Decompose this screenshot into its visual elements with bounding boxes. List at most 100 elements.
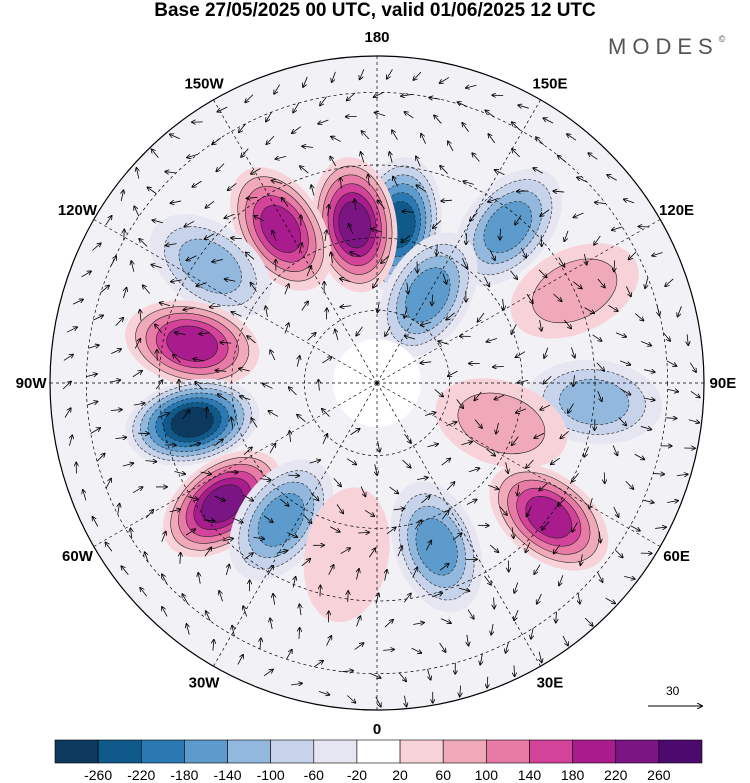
- wind-arrow: [562, 635, 568, 646]
- wind-arrow: [83, 490, 87, 501]
- wind-arrow: [147, 187, 157, 195]
- wind-arrow: [613, 506, 619, 517]
- wind-arrow: [493, 366, 504, 367]
- wind-arrow: [665, 278, 674, 286]
- wind-arrow: [614, 549, 623, 558]
- wind-arrow: [573, 212, 584, 217]
- wind-arrow: [516, 408, 527, 413]
- wind-arrow: [588, 153, 598, 160]
- anomaly-center: [149, 214, 272, 319]
- colorbar-swatch: [184, 739, 228, 764]
- wind-arrow: [577, 177, 588, 183]
- wind-arrow: [270, 618, 272, 630]
- wind-arrow: [203, 520, 215, 521]
- wind-arrow: [212, 259, 223, 262]
- wind-arrow: [170, 201, 182, 203]
- reference-vector-label: 30: [666, 684, 680, 698]
- wind-arrow: [204, 547, 211, 557]
- wind-arrow: [189, 443, 201, 446]
- wind-arrow: [266, 306, 268, 318]
- wind-arrow: [572, 473, 579, 482]
- wind-arrow: [543, 118, 554, 124]
- wind-arrow: [284, 323, 289, 334]
- wind-arrow: [175, 332, 186, 334]
- wind-arrow: [474, 391, 482, 401]
- wind-arrow: [151, 149, 159, 158]
- wind-arrow: [263, 384, 273, 389]
- wind-arrow: [503, 298, 504, 310]
- wind-arrow: [241, 148, 249, 157]
- wind-arrow: [237, 655, 243, 665]
- wind-arrow: [448, 370, 458, 376]
- wind-arrow: [263, 515, 273, 522]
- wind-arrow: [136, 168, 138, 179]
- wind-arrow: [250, 283, 257, 292]
- wind-arrow: [534, 564, 541, 574]
- wind-arrow: [514, 610, 519, 620]
- wind-arrow: [243, 553, 253, 560]
- wind-arrow: [196, 282, 207, 287]
- wind-arrow: [293, 577, 295, 588]
- wind-arrow: [438, 341, 449, 345]
- wind-arrow: [293, 102, 300, 112]
- wind-arrow: [596, 362, 604, 371]
- wind-arrow: [373, 92, 384, 97]
- anomaly-center: [378, 232, 478, 358]
- wind-arrow: [385, 326, 391, 336]
- wind-arrow: [460, 685, 461, 697]
- wind-arrow: [427, 669, 430, 680]
- wind-arrow: [643, 398, 655, 400]
- anomaly-center: [303, 487, 390, 623]
- wind-arrow: [368, 175, 369, 186]
- wind-arrow: [105, 216, 112, 226]
- anomaly-center: [125, 300, 260, 388]
- wind-arrow: [121, 566, 129, 575]
- colorbar-swatch: [140, 739, 185, 764]
- wind-arrow: [559, 575, 564, 585]
- colorbar-tick: 180: [561, 767, 585, 783]
- wind-arrow: [340, 178, 341, 189]
- wind-arrow: [347, 695, 355, 703]
- wind-arrow: [240, 396, 251, 401]
- wind-arrow: [604, 472, 605, 483]
- wind-arrow: [307, 333, 316, 341]
- wind-arrow: [171, 280, 182, 282]
- colorbar-swatch: [615, 739, 660, 764]
- wind-arrow: [506, 642, 509, 653]
- wind-arrow: [354, 199, 355, 210]
- wind-arrow: [152, 220, 163, 223]
- wind-arrow: [162, 607, 168, 617]
- wind-arrow: [461, 442, 472, 446]
- wind-arrow: [526, 506, 532, 517]
- wind-arrow: [468, 468, 479, 473]
- wind-arrow: [370, 673, 381, 678]
- wind-arrow: [331, 136, 341, 142]
- wind-arrow: [487, 676, 488, 688]
- map-disk: [49, 55, 705, 711]
- wind-arrow: [584, 307, 594, 314]
- wind-arrow: [200, 472, 212, 474]
- wind-arrow: [474, 419, 482, 428]
- wind-arrow: [145, 461, 157, 462]
- wind-arrow: [605, 597, 616, 603]
- wind-arrow: [595, 202, 606, 203]
- wind-arrow: [131, 528, 132, 540]
- colorbar-swatch: [529, 739, 573, 764]
- colorbar-swatch: [572, 739, 617, 764]
- wind-arrow: [328, 565, 334, 575]
- wind-arrow: [213, 640, 214, 651]
- wind-arrow: [403, 593, 411, 603]
- wind-arrow: [350, 429, 360, 436]
- colorbar-swatch: [227, 739, 271, 764]
- wind-arrow: [389, 152, 392, 163]
- wind-arrow: [111, 349, 121, 355]
- wind-arrow: [243, 447, 252, 456]
- wind-arrow: [413, 622, 424, 624]
- wind-arrow: [462, 258, 467, 268]
- wind-arrow: [405, 336, 416, 340]
- colorbar-tick: 60: [435, 767, 451, 783]
- wind-arrow: [384, 620, 393, 628]
- wind-arrow: [350, 252, 361, 257]
- wind-arrow: [462, 123, 469, 132]
- wind-arrow: [689, 362, 696, 372]
